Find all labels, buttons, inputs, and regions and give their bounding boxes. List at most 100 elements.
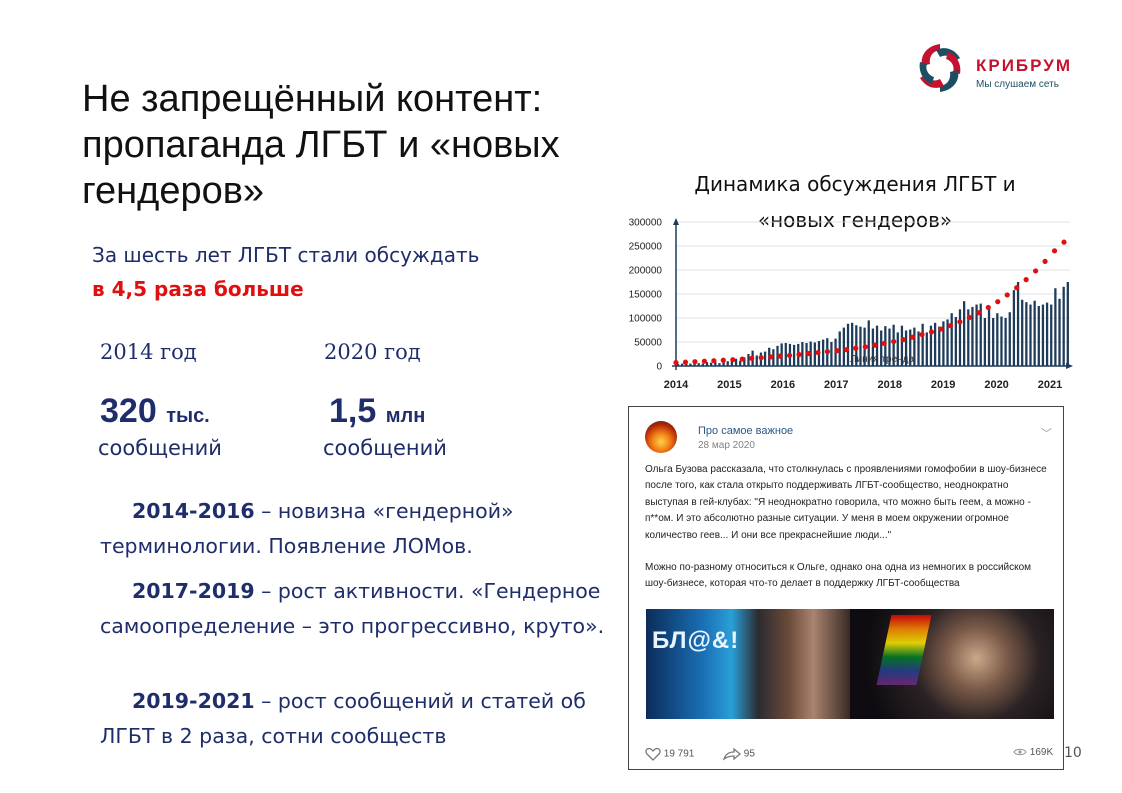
- chart-bar: [792, 344, 796, 366]
- heart-icon: [645, 747, 661, 761]
- trend-point: [928, 329, 935, 335]
- trend-point: [1061, 239, 1067, 245]
- chevron-down-icon[interactable]: ﹀: [1041, 428, 1052, 440]
- chart-bar: [983, 318, 987, 366]
- chart-bar: [900, 325, 904, 366]
- trend-point: [786, 352, 793, 359]
- chart-bar: [992, 318, 995, 366]
- trend-point: [862, 344, 868, 350]
- chart-bar: [1008, 312, 1011, 366]
- chart-bar: [676, 364, 680, 366]
- community-avatar[interactable]: [645, 421, 677, 453]
- trend-point: [701, 358, 707, 364]
- chart-bar: [987, 308, 991, 366]
- chart-bar: [1037, 306, 1040, 366]
- period-text: – новизна «гендерной» терминологии. Появ…: [100, 499, 514, 558]
- x-tick-label: 2016: [771, 379, 795, 391]
- trend-point: [1051, 248, 1058, 254]
- chart-bar: [1029, 304, 1032, 366]
- trend-point: [891, 338, 897, 345]
- trend-point: [834, 348, 840, 354]
- chart-bar: [755, 355, 758, 366]
- trend-point: [768, 354, 774, 360]
- chart-bar: [896, 332, 899, 366]
- title-line-2: пропаганда ЛГБТ и «новых: [82, 124, 560, 166]
- stat-2014-number: 320: [100, 392, 157, 430]
- y-tick-label: 300000: [629, 218, 663, 229]
- trend-line-label: Линия тренда: [850, 354, 915, 365]
- post-photo-studio[interactable]: БЛ@&!: [646, 609, 850, 719]
- chart-bar: [718, 363, 721, 366]
- like-button[interactable]: 19 791: [645, 747, 694, 761]
- social-post-card: Про самое важное 28 мар 2020 ﹀ Ольга Буз…: [628, 406, 1064, 770]
- title-line-1: Не запрещённый контент:: [82, 78, 543, 120]
- chart-bar: [1050, 304, 1053, 366]
- chart-bar: [904, 330, 908, 366]
- lead-line-2: в 4,5 раза больше: [92, 277, 304, 301]
- chart-bar: [880, 330, 883, 366]
- eye-icon: [1013, 749, 1027, 756]
- post-text: Ольга Бузова рассказала, что столкнулась…: [645, 462, 1049, 609]
- chart-bar: [705, 362, 709, 366]
- chart-bar: [772, 349, 775, 366]
- chart-title: Динамика обсуждения ЛГБТ и «новых гендер…: [660, 166, 1050, 238]
- title-line-3: гендеров»: [82, 170, 265, 212]
- logo-name: КРИБРУМ: [976, 56, 1073, 75]
- trend-point: [711, 358, 717, 364]
- post-paragraph-1: Ольга Бузова рассказала, что столкнулась…: [645, 464, 1047, 541]
- chart-bar: [842, 327, 846, 366]
- trend-point: [966, 314, 972, 321]
- chart-bar: [697, 363, 700, 366]
- trend-point: [749, 355, 755, 361]
- chart-bar: [1066, 282, 1069, 366]
- rainbow-flag-image: [876, 615, 932, 685]
- share-button[interactable]: 95: [722, 747, 755, 761]
- chart-bar: [680, 363, 684, 366]
- chart-bar: [710, 362, 713, 366]
- trend-point: [1033, 268, 1039, 274]
- chart-bar: [979, 303, 982, 366]
- chart-bar: [851, 322, 854, 366]
- trend-point: [909, 334, 916, 340]
- chart-bar: [1054, 288, 1057, 366]
- lead-text: За шесть лет ЛГБТ стали обсуждать в 4,5 …: [92, 238, 479, 306]
- chart-bar: [701, 363, 704, 366]
- discussion-dynamics-chart: 300000 250000 200000 150000 100000 50000 02014…: [629, 218, 1073, 391]
- trend-point: [682, 359, 689, 365]
- chart-bar: [693, 362, 696, 366]
- chart-bar: [1045, 302, 1049, 366]
- stat-2014-label: сообщений: [98, 436, 222, 460]
- trend-point: [881, 340, 887, 347]
- kribrum-logo-icon: [919, 44, 961, 92]
- chart-bar: [967, 309, 970, 366]
- page-number: 10: [1064, 745, 1082, 761]
- lead-line-1: За шесть лет ЛГБТ стали обсуждать: [92, 243, 480, 267]
- trend-point: [796, 351, 802, 358]
- chart-bar: [722, 362, 725, 366]
- chart-bar: [784, 342, 787, 366]
- chart-bar: [813, 342, 816, 366]
- chart-bar: [962, 301, 966, 366]
- chart-bar: [933, 322, 937, 366]
- trend-point: [976, 310, 982, 316]
- chart-bar: [714, 361, 717, 366]
- chart-bar: [1058, 298, 1061, 366]
- chart-bar: [776, 345, 779, 366]
- stat-2020-unit: млн: [385, 405, 426, 427]
- trend-point: [673, 360, 679, 366]
- views-indicator: 169K: [1013, 747, 1053, 758]
- stat-2020-number: 1,5: [329, 392, 377, 430]
- stat-2014-value: 320 тыс.: [100, 392, 210, 431]
- chart-bar: [867, 320, 870, 366]
- post-photo-concert[interactable]: [850, 609, 1054, 719]
- chart-bar: [821, 339, 825, 366]
- chart-bar: [730, 360, 734, 366]
- chart-bar: [917, 331, 920, 366]
- period-years: 2019-2021: [132, 689, 255, 713]
- chart-bar: [1033, 300, 1036, 366]
- post-date[interactable]: 28 мар 2020: [698, 440, 755, 451]
- chart-bar: [921, 323, 924, 366]
- chart-bar: [1016, 282, 1020, 366]
- post-author[interactable]: Про самое важное: [698, 425, 794, 437]
- x-tick-label: 2017: [824, 379, 848, 391]
